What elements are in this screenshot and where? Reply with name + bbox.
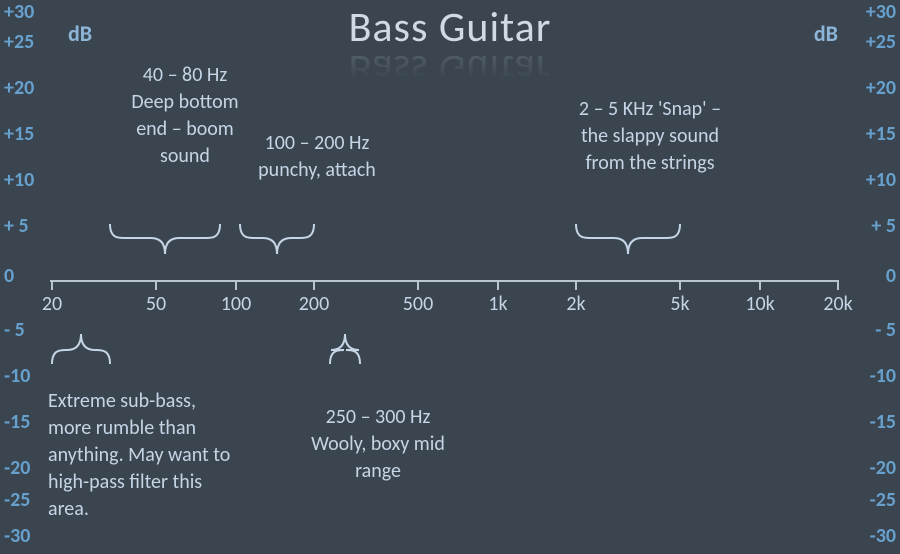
y-axis-right: +30 +25 +20 +15 +10 + 5 0 - 5 -10 -15 -20 -25 -30 xyxy=(844,0,900,554)
x-axis-line xyxy=(50,280,838,282)
x-tick-label: 1k xyxy=(488,292,507,316)
y-tick-label: -15 xyxy=(4,410,30,434)
annotation-line: Extreme sub-bass, xyxy=(48,388,308,415)
y-tick-label: -30 xyxy=(4,524,30,548)
x-tick-mark xyxy=(679,280,681,290)
y-tick-label: -25 xyxy=(870,488,896,512)
x-tick-mark xyxy=(155,280,157,290)
x-tick-label: 5k xyxy=(670,292,689,316)
annotation-snap: 2 – 5 KHz 'Snap' – the slappy sound from… xyxy=(530,96,770,177)
x-tick-label: 2k xyxy=(566,292,585,316)
bracket-sub-bass xyxy=(52,334,110,364)
annotation-line: anything. May want to xyxy=(48,442,308,469)
x-tick-label: 10k xyxy=(745,292,774,316)
y-tick-label: +20 xyxy=(4,76,34,100)
y-tick-label: - 5 xyxy=(875,318,896,342)
x-tick-mark xyxy=(575,280,577,290)
annotation-punchy: 100 – 200 Hz punchy, attach xyxy=(222,130,412,184)
x-tick-label: 20 xyxy=(42,292,62,316)
annotation-line: 40 – 80 Hz xyxy=(100,62,270,89)
x-tick-mark xyxy=(51,280,53,290)
db-label-right: dB xyxy=(814,20,838,47)
y-tick-label: + 5 xyxy=(871,214,896,238)
annotation-line: 100 – 200 Hz xyxy=(222,130,412,157)
x-tick-label: 100 xyxy=(221,292,251,316)
y-tick-label: - 5 xyxy=(4,318,25,342)
annotation-line: Wooly, boxy mid xyxy=(278,431,478,458)
y-tick-label: -10 xyxy=(870,364,896,388)
bracket-deep-bottom xyxy=(110,224,220,254)
x-tick-label: 500 xyxy=(403,292,433,316)
y-tick-label: -20 xyxy=(4,456,30,480)
x-tick-label: 200 xyxy=(299,292,329,316)
chart-title: Bass Guitar xyxy=(349,2,552,53)
db-label-left: dB xyxy=(68,20,92,47)
bracket-wooly xyxy=(330,334,360,364)
y-tick-label: -10 xyxy=(4,364,30,388)
x-tick-mark xyxy=(837,280,839,290)
x-tick-mark xyxy=(497,280,499,290)
y-tick-label: +10 xyxy=(866,168,896,192)
y-tick-label: + 5 xyxy=(4,214,29,238)
y-tick-label: 0 xyxy=(4,264,14,288)
annotation-line: the slappy sound xyxy=(530,123,770,150)
annotation-line: from the strings xyxy=(530,150,770,177)
annotation-line: 250 – 300 Hz xyxy=(278,404,478,431)
x-tick-mark xyxy=(759,280,761,290)
bracket-punchy xyxy=(240,224,314,254)
y-tick-label: -30 xyxy=(870,524,896,548)
annotation-line: Deep bottom xyxy=(100,89,270,116)
bracket-snap xyxy=(576,224,680,254)
x-tick-mark xyxy=(313,280,315,290)
y-tick-label: +25 xyxy=(866,30,896,54)
x-tick-label: 50 xyxy=(146,292,166,316)
y-tick-label: +15 xyxy=(866,122,896,146)
x-tick-mark xyxy=(235,280,237,290)
y-tick-label: +30 xyxy=(4,0,34,24)
y-tick-label: +10 xyxy=(4,168,34,192)
y-tick-label: +25 xyxy=(4,30,34,54)
x-tick-mark xyxy=(417,280,419,290)
y-tick-label: -15 xyxy=(870,410,896,434)
y-tick-label: +15 xyxy=(4,122,34,146)
x-tick-label: 20k xyxy=(823,292,852,316)
annotation-line: high-pass filter this xyxy=(48,469,308,496)
annotation-sub-bass: Extreme sub-bass, more rumble than anyth… xyxy=(48,388,308,523)
y-tick-label: +30 xyxy=(866,0,896,24)
y-tick-label: +20 xyxy=(866,76,896,100)
annotation-line: range xyxy=(278,458,478,485)
annotation-wooly: 250 – 300 Hz Wooly, boxy mid range xyxy=(278,404,478,485)
annotation-line: more rumble than xyxy=(48,415,308,442)
annotation-line: 2 – 5 KHz 'Snap' – xyxy=(530,96,770,123)
y-tick-label: -25 xyxy=(4,488,30,512)
annotation-line: area. xyxy=(48,496,308,523)
y-tick-label: -20 xyxy=(870,456,896,480)
annotation-line: punchy, attach xyxy=(222,157,412,184)
y-tick-label: 0 xyxy=(886,264,896,288)
